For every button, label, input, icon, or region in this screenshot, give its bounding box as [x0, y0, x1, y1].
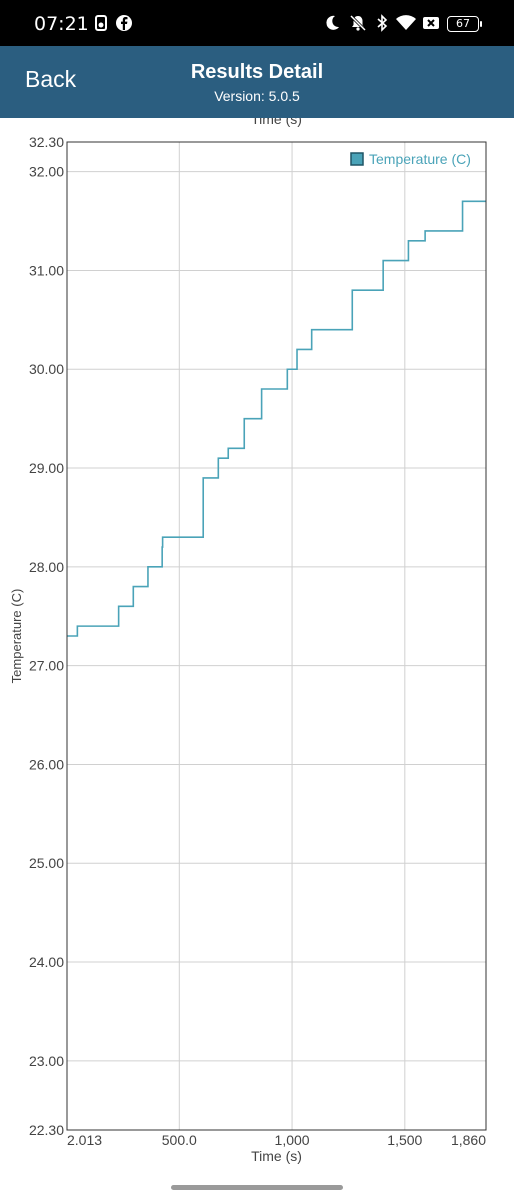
y-tick-label: 32.30 [29, 134, 64, 150]
y-tick-label: 31.00 [29, 262, 64, 278]
moon-icon [326, 15, 339, 30]
y-axis-label: Temperature (C) [9, 589, 24, 684]
legend-swatch [350, 152, 364, 166]
y-tick-label: 28.00 [29, 559, 64, 575]
version-subtitle: Version: 5.0.5 [214, 88, 300, 104]
legend: Temperature (C) [350, 151, 471, 167]
y-tick-label: 29.00 [29, 460, 64, 476]
status-time: 07:21 [34, 13, 89, 35]
battery-icon: 67 [447, 16, 482, 32]
plot-frame [66, 141, 487, 1131]
y-tick-label: 27.00 [29, 658, 64, 674]
x-tick-label: 2.013 [67, 1132, 102, 1148]
x-axis-label: Time (s) [251, 1148, 302, 1164]
temperature-series-line [67, 200, 486, 637]
facebook-icon [116, 15, 132, 31]
top-axis-label: Time (s) [251, 118, 302, 127]
y-tick-label: 32.00 [29, 164, 64, 180]
page-title: Results Detail [190, 61, 324, 83]
y-tick-label: 26.00 [29, 756, 64, 772]
app-header: Back Results Detail Version: 5.0.5 [0, 46, 514, 118]
y-tick-label: 30.00 [29, 361, 64, 377]
y-tick-labels: 22.30 23.00 24.00 25.00 26.00 27.00 28.00 29.00… [29, 134, 64, 1138]
status-bar: 07:21 67 [0, 0, 514, 46]
grid-layer [66, 141, 487, 1131]
legend-label: Temperature (C) [369, 151, 471, 167]
y-tick-label: 24.00 [29, 954, 64, 970]
x-tick-label: 500.0 [162, 1132, 197, 1148]
x-tick-label: 1,860 [451, 1132, 486, 1148]
x-tick-label: 1,500 [387, 1132, 422, 1148]
x-tick-label: 1,000 [275, 1132, 310, 1148]
y-tick-label: 22.30 [29, 1122, 64, 1138]
notification-app-icon [95, 15, 107, 31]
y-tick-label: 25.00 [29, 855, 64, 871]
temperature-chart: 22.30 23.00 24.00 25.00 26.00 27.00 28.00 29.00… [0, 111, 514, 1178]
bluetooth-icon [377, 14, 388, 32]
close-box-icon [423, 17, 439, 29]
series-layer [67, 200, 486, 637]
wifi-icon [396, 15, 416, 30]
x-tick-labels: 2.013 500.0 1,000 1,500 1,860 [67, 1132, 486, 1148]
home-indicator[interactable] [171, 1185, 343, 1190]
y-tick-label: 23.00 [29, 1053, 64, 1069]
bell-off-icon [349, 14, 367, 32]
chart-canvas: 22.30 23.00 24.00 25.00 26.00 27.00 28.00 29.00… [9, 111, 487, 1164]
back-button[interactable]: Back [25, 66, 77, 92]
